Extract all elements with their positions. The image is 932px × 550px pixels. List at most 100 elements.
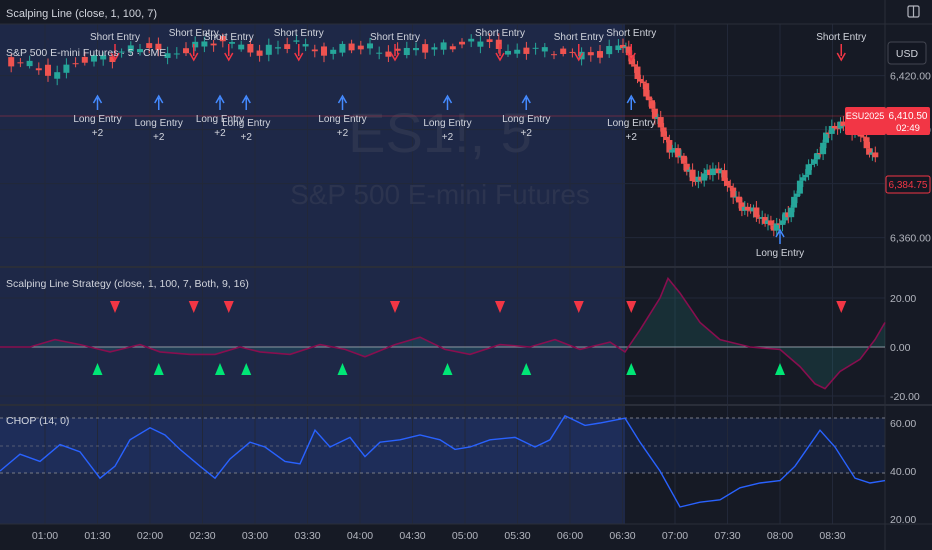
- long-entry-qty: +2: [214, 128, 226, 139]
- symbol-title[interactable]: S&P 500 E-mini Futures · 5 · CME: [6, 47, 166, 59]
- candle: [541, 43, 548, 58]
- candle: [265, 38, 272, 62]
- candle: [321, 42, 327, 63]
- scalping-oscillator[interactable]: [0, 276, 886, 390]
- long-entry-qty: +2: [92, 128, 104, 139]
- candle: [26, 55, 33, 69]
- short-entry-signal: Short Entry: [554, 32, 604, 62]
- chop-band-fill: [0, 418, 885, 473]
- candle: [569, 48, 576, 58]
- candle: [302, 38, 309, 52]
- long-entry-qty: +2: [521, 128, 533, 139]
- up-triangle: [775, 363, 785, 375]
- candle: [560, 46, 567, 57]
- up-triangle: [241, 363, 252, 375]
- long-entry-label: Long Entry: [318, 114, 366, 125]
- candle: [210, 39, 217, 52]
- long-entry-label: Long Entry: [222, 118, 270, 129]
- candle: [459, 38, 465, 49]
- down-triangle: [626, 301, 637, 313]
- candle: [597, 45, 603, 64]
- short-entry-label: Short Entry: [816, 32, 866, 43]
- symbol-price-tag: [845, 107, 886, 135]
- candle: [100, 51, 107, 66]
- candle: [486, 33, 493, 49]
- candle: [615, 39, 622, 53]
- short-entry-label: Short Entry: [169, 28, 219, 39]
- long-entry-signal: Long Entry +2: [196, 94, 244, 139]
- bar-countdown: 02:49: [896, 123, 920, 134]
- candle: [35, 62, 42, 75]
- candle: [192, 36, 199, 52]
- symbol-tag-label: ESU2025: [846, 111, 885, 121]
- time-tick-label: 03:00: [242, 530, 268, 542]
- candle: [155, 37, 162, 57]
- chop-title[interactable]: CHOP (14, 0): [6, 415, 69, 427]
- up-triangle: [521, 363, 532, 375]
- chop-series[interactable]: [0, 414, 886, 508]
- indicator-title[interactable]: Scalping Line (close, 1, 100, 7): [6, 8, 157, 20]
- down-triangle: [836, 301, 847, 313]
- time-tick-label: 05:30: [504, 530, 530, 542]
- candle: [773, 217, 780, 237]
- candle: [63, 58, 70, 79]
- candle: [587, 46, 594, 62]
- long-entry-label: Long Entry: [423, 118, 471, 129]
- candle: [689, 163, 696, 187]
- candle: [137, 43, 143, 56]
- chop-tick-label: 60.00: [890, 418, 916, 430]
- candle: [164, 46, 171, 65]
- candle: [339, 41, 346, 57]
- candle: [201, 36, 208, 53]
- candle: [72, 57, 79, 68]
- candle: [744, 202, 751, 217]
- price-tick-label: 6,360.00: [890, 233, 931, 245]
- candle: [477, 36, 484, 54]
- price-tag-value: 6,410.50: [889, 111, 928, 122]
- down-triangle: [390, 301, 400, 313]
- short-entry-label: Short Entry: [274, 28, 324, 39]
- long-entry-label: Long Entry: [756, 248, 804, 259]
- candle: [449, 43, 456, 53]
- candle: [256, 44, 263, 62]
- down-triangle: [110, 301, 120, 313]
- candle: [183, 42, 189, 57]
- watermark-name: S&P 500 E-mini Futures: [290, 179, 590, 210]
- candle: [872, 146, 879, 163]
- long-entry-qty: +2: [153, 132, 165, 143]
- candle: [54, 65, 61, 86]
- time-tick-label: 08:00: [767, 530, 793, 542]
- long-entry-label: Long Entry: [502, 114, 550, 125]
- chop-line: [0, 414, 886, 508]
- up-triangle: [215, 363, 225, 375]
- osc-line: [0, 276, 886, 390]
- candle: [275, 40, 281, 55]
- long-entry-qty: +2: [241, 132, 253, 143]
- time-tick-label: 04:00: [347, 530, 373, 542]
- osc-area: [0, 278, 885, 389]
- currency-badge[interactable]: [887, 41, 927, 65]
- long-entry-qty: +2: [626, 132, 638, 143]
- short-entry-label: Short Entry: [554, 32, 604, 43]
- candle: [495, 33, 502, 54]
- time-tick-label: 02:00: [137, 530, 163, 542]
- strategy-title[interactable]: Scalping Line Strategy (close, 1, 100, 7…: [6, 278, 249, 290]
- last-price-tag: [885, 175, 931, 194]
- short-entry-label: Short Entry: [370, 32, 420, 43]
- long-entry-signal: Long Entry +2: [423, 94, 472, 143]
- osc-tick-label: -20.00: [890, 391, 920, 403]
- time-tick-label: 04:30: [399, 530, 425, 542]
- candle: [330, 47, 337, 60]
- currency-label: USD: [896, 48, 919, 60]
- osc-tick-label: 0.00: [890, 342, 911, 354]
- time-tick-label: 06:00: [557, 530, 583, 542]
- time-tick-label: 01:00: [32, 530, 58, 542]
- candle: [866, 141, 873, 158]
- candle: [357, 40, 364, 55]
- long-entry-signal: Long Entry +2: [607, 94, 655, 143]
- time-tick-label: 02:30: [189, 530, 215, 542]
- chop-tick-label: 40.00: [890, 466, 916, 478]
- candle: [532, 42, 539, 55]
- short-entry-label: Short Entry: [90, 32, 140, 43]
